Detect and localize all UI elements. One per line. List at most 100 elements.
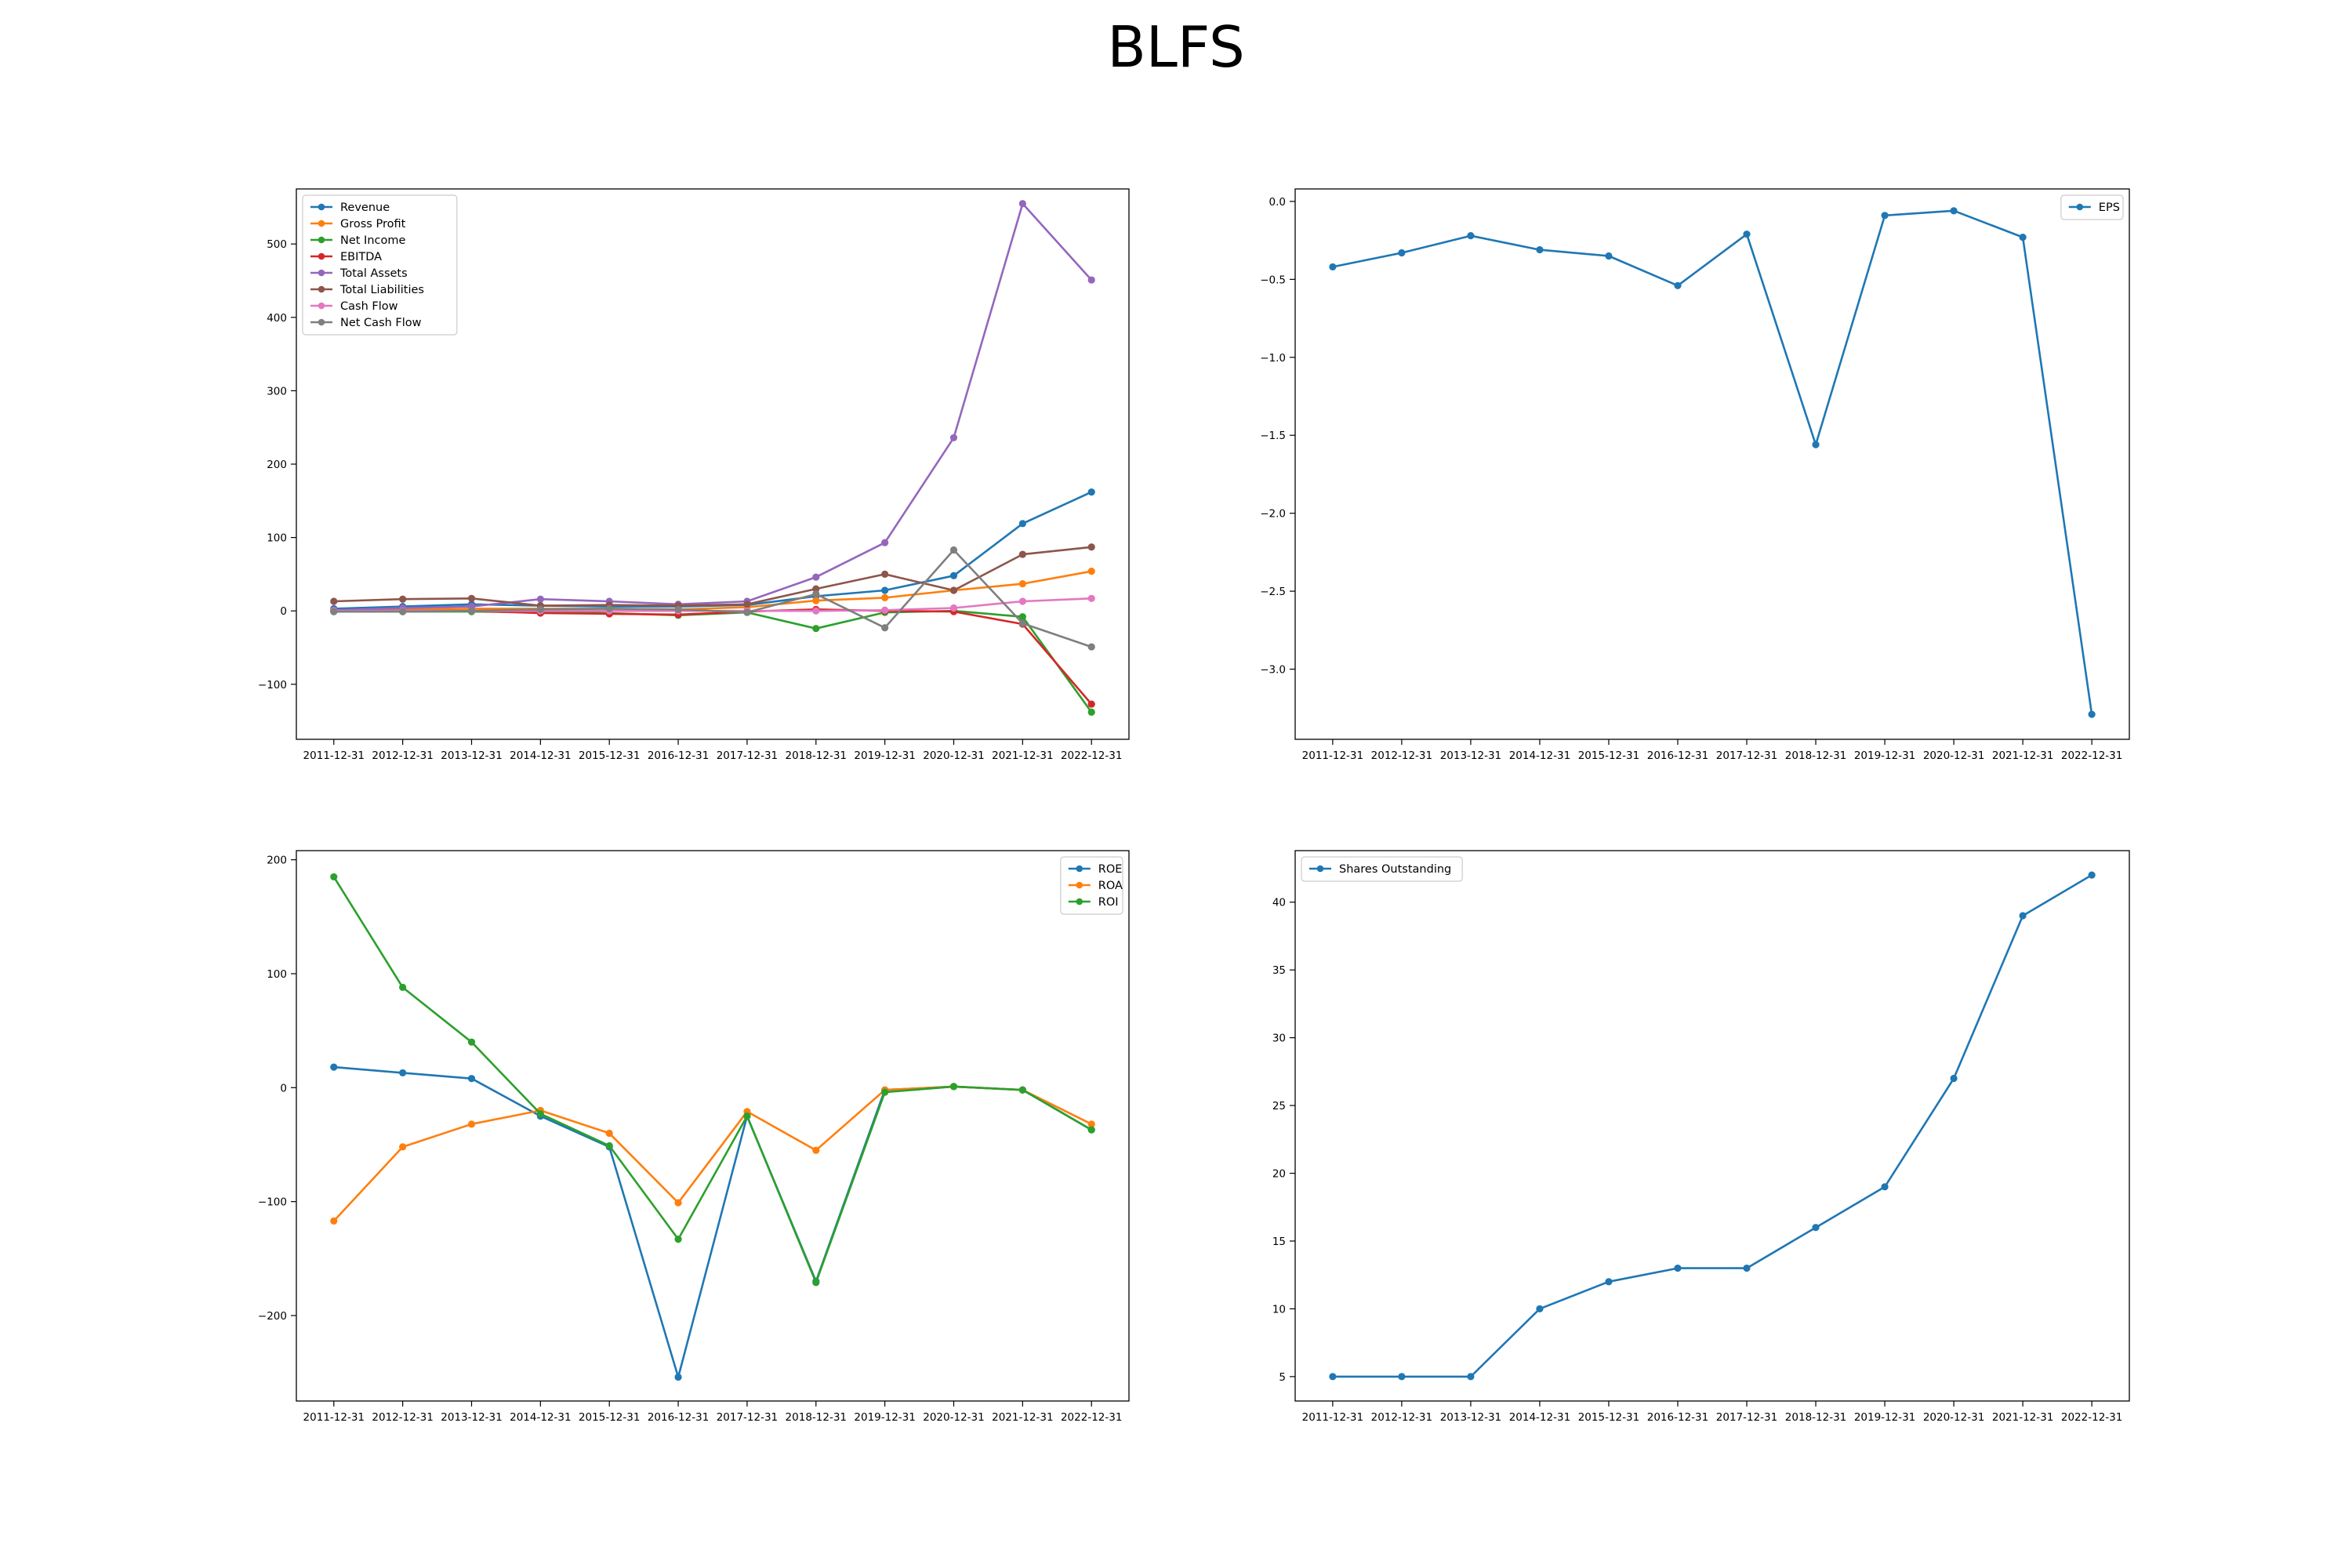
y-tick-label: −100 xyxy=(258,679,287,691)
data-point xyxy=(399,1143,407,1151)
legend-label: ROA xyxy=(1098,880,1123,892)
data-point xyxy=(1398,249,1406,257)
legend-marker xyxy=(1076,898,1083,906)
y-tick-label: 20 xyxy=(1272,1168,1286,1181)
data-point xyxy=(399,595,407,603)
series-revenue xyxy=(330,488,1095,612)
legend-marker xyxy=(318,203,325,211)
y-tick-label: 15 xyxy=(1272,1236,1286,1248)
x-tick-label: 2014-12-31 xyxy=(510,1411,571,1424)
data-point xyxy=(949,604,958,612)
series-line xyxy=(333,202,1093,612)
data-point xyxy=(1018,613,1026,621)
data-point xyxy=(1950,207,1958,215)
x-tick-label: 2013-12-31 xyxy=(441,750,502,762)
x-tick-label: 2012-12-31 xyxy=(372,1411,433,1424)
series-line xyxy=(333,546,1092,607)
x-tick-label: 2011-12-31 xyxy=(303,750,365,762)
x-tick-label: 2014-12-31 xyxy=(510,750,571,762)
series-total-liabilities xyxy=(330,543,1095,610)
series-line xyxy=(333,491,1092,610)
legend-label: Total Assets xyxy=(339,267,408,280)
x-tick-label: 2019-12-31 xyxy=(1854,750,1915,762)
data-point xyxy=(949,572,958,579)
data-point xyxy=(743,601,751,608)
data-point xyxy=(1018,200,1026,208)
data-point xyxy=(605,1142,613,1150)
data-point xyxy=(1605,252,1613,260)
y-tick-label: 100 xyxy=(267,532,287,545)
data-point xyxy=(949,1083,958,1091)
data-point xyxy=(949,434,958,441)
chart-panel-4: 2011-12-31 2012-12-31 2013-12-31 2014-12-31… xyxy=(1272,850,2130,1424)
data-point xyxy=(1018,619,1026,627)
data-point xyxy=(605,1129,613,1138)
legend-marker xyxy=(318,318,325,326)
legend-label: Net Cash Flow xyxy=(340,317,422,329)
data-point xyxy=(812,625,820,633)
legend-marker xyxy=(318,252,325,260)
x-tick-label: 2022-12-31 xyxy=(1061,750,1122,762)
data-point xyxy=(1087,643,1095,651)
series-shares-outstanding xyxy=(1329,871,2096,1381)
data-point xyxy=(1087,568,1095,575)
data-point xyxy=(674,1199,682,1207)
y-tick-label: −3.0 xyxy=(1260,664,1286,677)
data-point xyxy=(1674,281,1682,289)
data-point xyxy=(1329,1373,1337,1381)
data-point xyxy=(1018,597,1026,605)
data-point xyxy=(1018,520,1026,528)
data-point xyxy=(1087,594,1095,602)
y-tick-label: 0 xyxy=(280,1082,287,1094)
y-tick-label: −0.5 xyxy=(1260,274,1286,286)
data-point xyxy=(330,608,338,615)
legend-marker xyxy=(1076,881,1083,889)
y-tick-label: 0 xyxy=(280,605,287,618)
legend-label: Cash Flow xyxy=(340,300,398,313)
data-point xyxy=(1536,245,1544,254)
x-tick-label: 2015-12-31 xyxy=(1578,1411,1639,1424)
x-tick-label: 2016-12-31 xyxy=(648,1411,709,1424)
y-tick-label: −200 xyxy=(258,1310,287,1323)
data-point xyxy=(536,595,544,603)
series-net-cash-flow xyxy=(330,546,1095,651)
x-tick-label: 2017-12-31 xyxy=(717,750,778,762)
legend-box xyxy=(2060,194,2124,220)
data-point xyxy=(1398,1373,1406,1381)
x-tick-label: 2019-12-31 xyxy=(1854,1411,1915,1424)
data-point xyxy=(330,1217,338,1225)
x-tick-label: 2018-12-31 xyxy=(1785,750,1846,762)
data-point xyxy=(1087,276,1095,284)
data-point xyxy=(467,607,476,615)
data-point xyxy=(536,605,544,613)
x-tick-label: 2020-12-31 xyxy=(1923,1411,1984,1424)
x-tick-label: 2018-12-31 xyxy=(786,1411,847,1424)
data-point xyxy=(812,607,820,615)
legend-marker xyxy=(2076,203,2084,211)
data-point xyxy=(881,539,889,546)
data-point xyxy=(1087,708,1095,716)
y-tick-label: −2.0 xyxy=(1260,508,1286,521)
x-tick-label: 2013-12-31 xyxy=(1440,1411,1501,1424)
series-line xyxy=(1332,873,2092,1378)
x-tick-label: 2018-12-31 xyxy=(786,750,847,762)
data-point xyxy=(1743,230,1751,238)
y-tick-label: 500 xyxy=(267,238,287,251)
data-point xyxy=(674,1373,682,1381)
data-point xyxy=(1812,1224,1820,1232)
data-point xyxy=(605,604,613,612)
data-point xyxy=(949,546,958,554)
x-tick-label: 2015-12-31 xyxy=(579,750,640,762)
y-tick-label: −2.5 xyxy=(1260,586,1286,598)
x-tick-label: 2016-12-31 xyxy=(648,750,709,762)
chart-panel-3: 2011-12-31 2012-12-31 2013-12-31 2014-12-31… xyxy=(258,850,1130,1424)
y-tick-label: 35 xyxy=(1272,964,1286,977)
data-point xyxy=(812,585,820,593)
data-point xyxy=(1087,543,1095,551)
series-ebitda xyxy=(330,605,1095,708)
legend-marker xyxy=(318,269,325,277)
legend: Revenue Gross Profit Net Income EBITDA Total… xyxy=(302,194,458,336)
x-tick-label: 2021-12-31 xyxy=(992,750,1053,762)
data-point xyxy=(536,1110,544,1118)
x-tick-label: 2012-12-31 xyxy=(1371,750,1432,762)
